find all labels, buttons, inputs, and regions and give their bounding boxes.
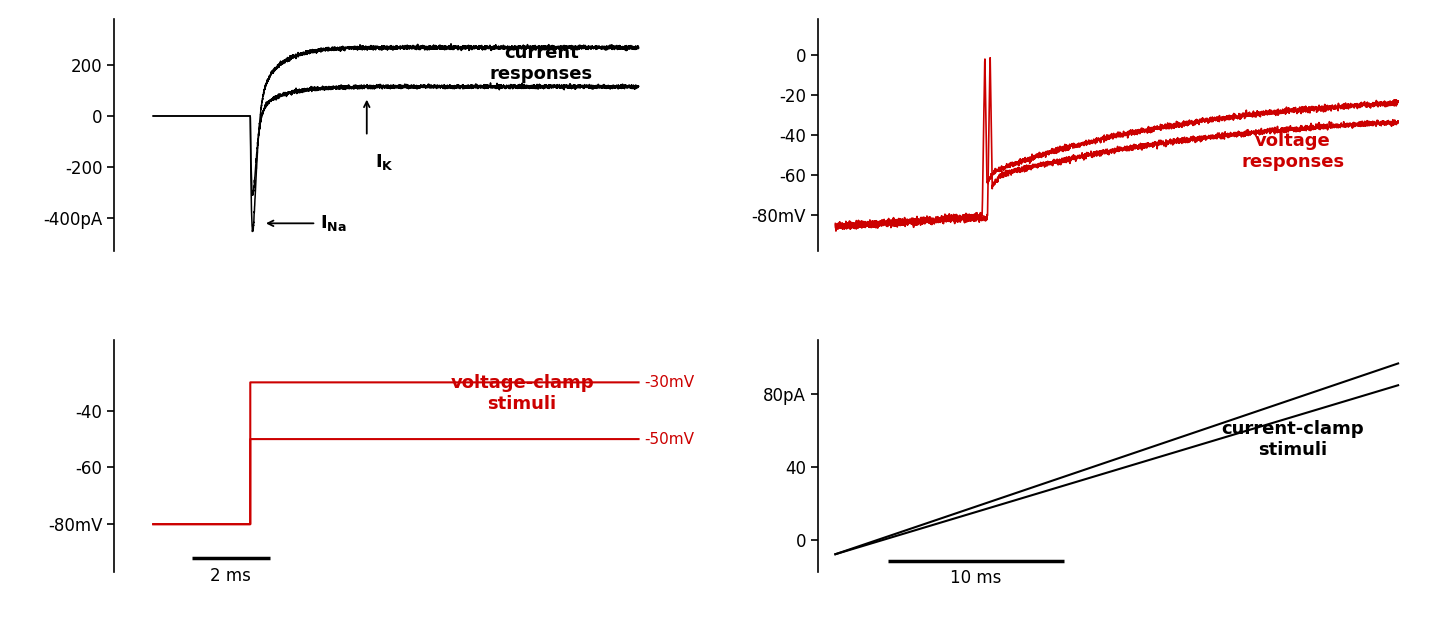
Text: -50mV: -50mV	[645, 431, 695, 447]
Text: current-clamp
stimuli: current-clamp stimuli	[1221, 420, 1364, 459]
Text: voltage-clamp
stimuli: voltage-clamp stimuli	[450, 374, 593, 413]
Text: 10 ms: 10 ms	[951, 569, 1002, 587]
Text: -30mV: -30mV	[645, 375, 695, 390]
Text: current
responses: current responses	[490, 45, 593, 83]
Text: voltage
responses: voltage responses	[1241, 132, 1344, 170]
Text: 2 ms: 2 ms	[210, 567, 252, 585]
Text: $\mathbf{I_K}$: $\mathbf{I_K}$	[375, 152, 393, 172]
Text: $\mathbf{I_{Na}}$: $\mathbf{I_{Na}}$	[320, 213, 347, 233]
